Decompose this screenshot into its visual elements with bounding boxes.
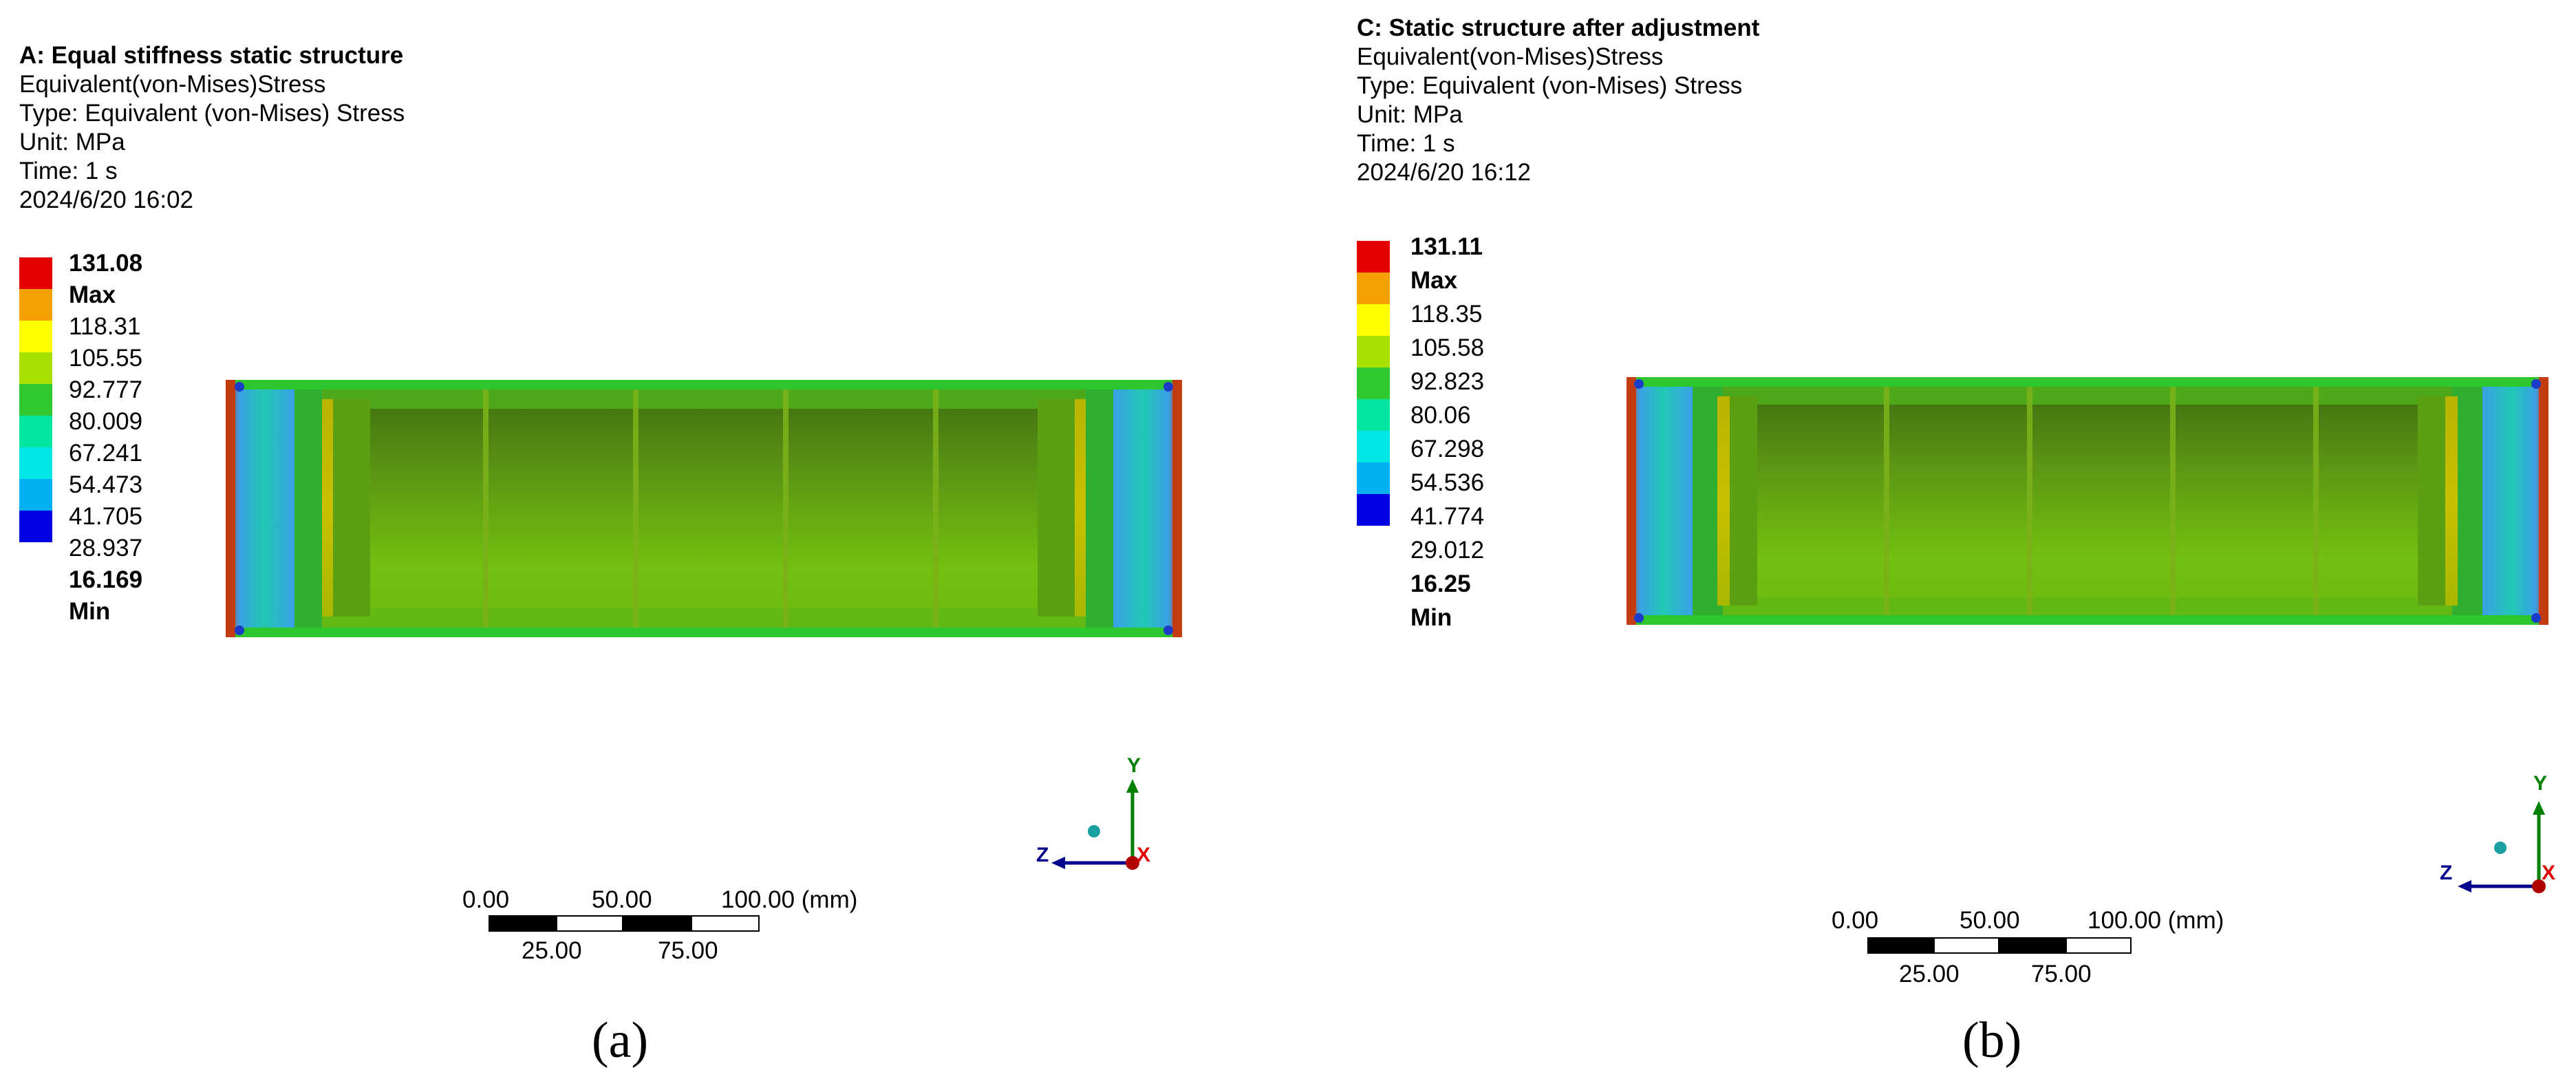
legend-swatch	[1357, 336, 1390, 367]
legend-swatch	[19, 479, 52, 511]
legend-swatch	[19, 447, 52, 479]
legend-min: 16.25 Min	[1410, 570, 1471, 631]
legend-value: 28.937	[69, 535, 143, 562]
scale-bar: 0.00 50.00 100.00 (mm) 25.00 75.00	[1832, 904, 2279, 994]
legend-min: 16.169 Min	[69, 566, 143, 625]
legend-value: 54.473	[69, 471, 143, 498]
legend-swatch	[1357, 304, 1390, 336]
axis-triad[interactable]: Y Z X	[2437, 772, 2575, 896]
result-name: Equivalent(von-Mises)Stress	[1357, 43, 1664, 70]
legend-value: 118.31	[69, 313, 141, 340]
figure-caption: (b)	[1962, 1012, 2022, 1069]
legend-swatch	[19, 257, 52, 289]
scale-label: 100.00 (mm)	[2087, 907, 2224, 934]
panel-b: C: Static structure after adjustment Equ…	[1288, 0, 2576, 1090]
scale-segment	[1999, 937, 2065, 954]
legend-swatch	[19, 511, 52, 542]
result-time: Time: 1 s	[19, 158, 118, 184]
legend-max: 131.08 Max	[69, 250, 143, 308]
scale-label: 75.00	[2031, 961, 2092, 987]
result-type: Type: Equivalent (von-Mises) Stress	[1357, 72, 1743, 99]
scale-label: 0.00	[1832, 907, 1879, 934]
legend-value: 80.06	[1410, 402, 1471, 429]
scale-segment	[2065, 937, 2132, 954]
legend-value: 54.536	[1410, 469, 1485, 496]
legend-swatch	[1357, 431, 1390, 462]
result-time: Time: 1 s	[1357, 130, 1455, 157]
scale-segment	[1933, 937, 1999, 954]
x-axis-label: X	[2542, 862, 2556, 884]
scale-segment	[691, 915, 760, 932]
legend-value: 105.58	[1410, 334, 1485, 361]
legend-value: 67.241	[69, 440, 143, 467]
legend-swatch	[1357, 494, 1390, 526]
y-axis-label: Y	[1127, 754, 1141, 777]
scale-label: 75.00	[658, 937, 718, 964]
scale-bar: 0.00 50.00 100.00 (mm) 25.00 75.00	[454, 882, 894, 972]
result-unit: Unit: MPa	[19, 129, 125, 156]
legend-value: 80.009	[69, 408, 143, 435]
legend-swatches	[1357, 241, 1390, 526]
legend-labels: 131.08 Max 118.31 105.55 92.777 80.009 6…	[69, 248, 142, 628]
result-name: Equivalent(von-Mises)Stress	[19, 71, 326, 98]
legend-value: 41.774	[1410, 503, 1485, 530]
axis-triad-graphic	[2458, 801, 2546, 893]
result-timestamp: 2024/6/20 16:12	[1357, 159, 1532, 186]
legend-swatch	[1357, 399, 1390, 431]
legend-swatches	[19, 257, 52, 542]
legend-swatch	[1357, 367, 1390, 399]
z-axis-label: Z	[2440, 862, 2453, 884]
legend-swatch	[19, 384, 52, 416]
legend-swatch	[1357, 241, 1390, 272]
legend-swatch	[19, 289, 52, 321]
legend-value: 92.823	[1410, 368, 1485, 395]
figure-caption: (a)	[592, 1012, 649, 1069]
scale-label: 100.00 (mm)	[721, 886, 858, 913]
legend-swatch	[19, 416, 52, 447]
y-axis-label: Y	[2533, 772, 2548, 795]
stress-contour-model[interactable]	[226, 380, 1182, 637]
result-timestamp: 2024/6/20 16:02	[19, 186, 194, 213]
scale-label: 50.00	[1960, 907, 2020, 934]
scale-label: 0.00	[462, 886, 510, 913]
legend-swatch	[1357, 272, 1390, 304]
scale-segment	[489, 915, 556, 932]
legend-swatch	[19, 321, 52, 352]
result-header: C: Static structure after adjustment Equ…	[1357, 14, 1759, 187]
result-unit: Unit: MPa	[1357, 101, 1463, 128]
scale-segment	[623, 915, 691, 932]
scale-label: 50.00	[592, 886, 652, 913]
legend-value: 67.298	[1410, 436, 1485, 462]
stress-contour-model[interactable]	[1627, 377, 2548, 625]
scale-segment	[1867, 937, 1933, 954]
axis-triad-graphic	[1051, 779, 1139, 870]
result-type: Type: Equivalent (von-Mises) Stress	[19, 100, 405, 127]
legend-labels: 131.11 Max 118.35 105.58 92.823 80.06 67…	[1410, 230, 1484, 634]
legend-swatch	[1357, 462, 1390, 494]
result-header: A: Equal stiffness static structure Equi…	[19, 41, 405, 215]
legend-max: 131.11 Max	[1410, 233, 1483, 294]
panel-a: A: Equal stiffness static structure Equi…	[19, 41, 1182, 1069]
legend-value: 41.705	[69, 503, 143, 530]
legend-value: 29.012	[1410, 537, 1485, 564]
result-title: A: Equal stiffness static structure	[19, 42, 404, 69]
legend-value: 105.55	[69, 345, 143, 372]
scale-label: 25.00	[1899, 961, 1960, 987]
legend-swatch	[19, 352, 52, 384]
x-axis-label: X	[1137, 844, 1151, 866]
scale-segment	[556, 915, 623, 932]
legend-value: 92.777	[69, 376, 143, 403]
scale-label: 25.00	[522, 937, 582, 964]
legend-value: 118.35	[1410, 301, 1483, 328]
axis-triad[interactable]: Y Z X	[1033, 754, 1171, 878]
result-title: C: Static structure after adjustment	[1357, 14, 1760, 41]
z-axis-label: Z	[1036, 844, 1049, 866]
